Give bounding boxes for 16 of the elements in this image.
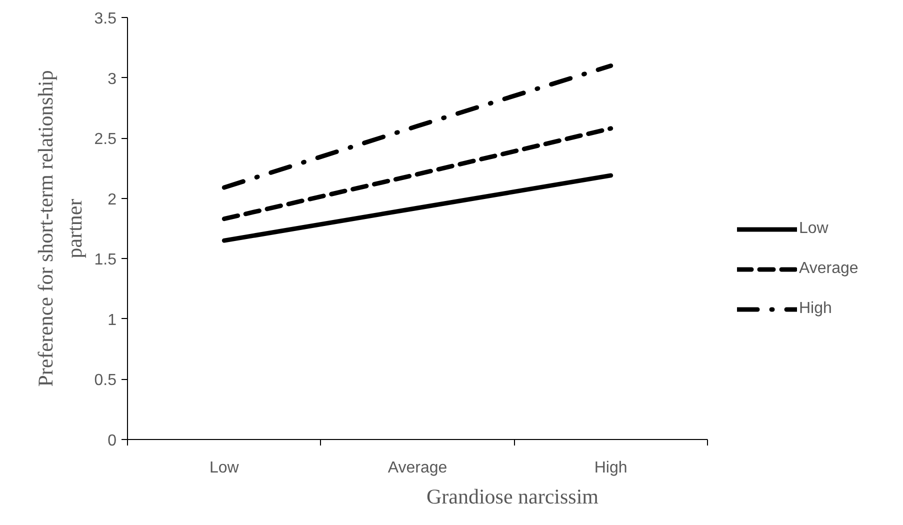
y-tick-label: 0.5 [94, 372, 117, 390]
y-tick-label: 3 [108, 70, 117, 88]
y-tick-label: 2 [108, 191, 117, 208]
y-tick-label: 1.5 [94, 252, 117, 269]
legend-label: Average [799, 260, 858, 278]
x-tick-label: High [594, 460, 628, 476]
legend-label: High [799, 300, 832, 318]
legend-label: Low [799, 220, 828, 238]
x-tick-label: Low [209, 460, 240, 476]
y-tick-label: 3.5 [94, 10, 117, 28]
y-tick-label: 1 [108, 312, 117, 329]
x-axis-title: Grandiose narcissim [426, 484, 599, 508]
x-tick-label: Average [388, 460, 448, 476]
y-tick-label: 0 [108, 432, 117, 450]
y-axis-title: Preference for short-term relationship partner [33, 70, 86, 387]
y-tick-label: 2.5 [94, 131, 117, 148]
